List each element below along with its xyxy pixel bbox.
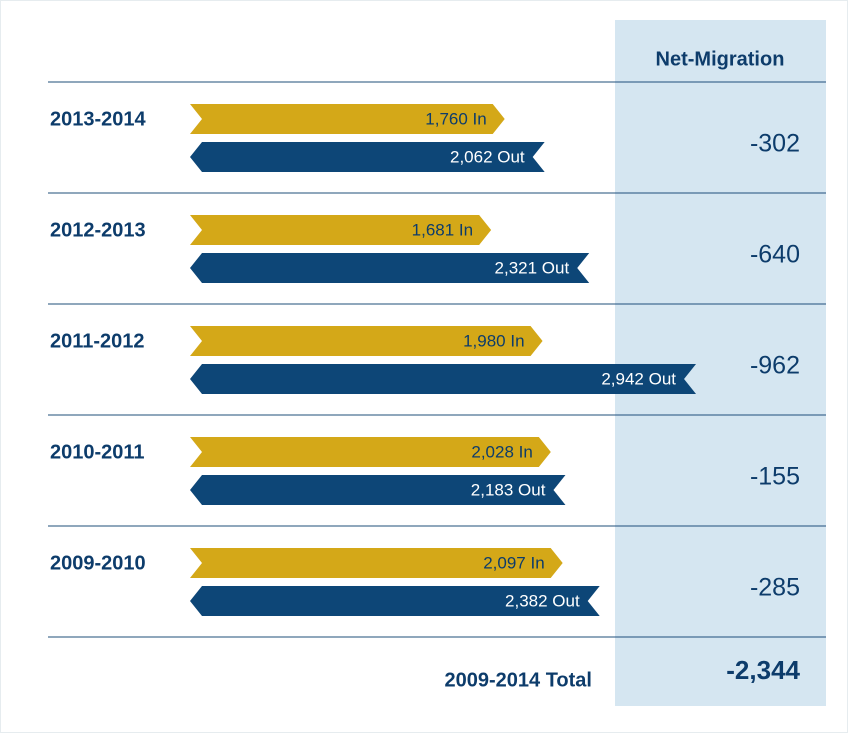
out-bar: [190, 253, 590, 283]
net-value: -285: [750, 574, 800, 602]
in-bar: [190, 437, 551, 467]
in-bar: [190, 326, 543, 356]
in-bar: [190, 104, 505, 134]
out-label: 2,183 Out: [471, 480, 546, 499]
in-label: 1,760 In: [425, 109, 486, 128]
in-label: 2,097 In: [483, 553, 544, 572]
in-bar: [190, 215, 492, 245]
year-label: 2013-2014: [50, 108, 147, 130]
net-value: -155: [750, 463, 800, 491]
out-label: 2,321 Out: [495, 258, 570, 277]
total-label: 2009-2014 Total: [445, 669, 593, 691]
in-label: 1,681 In: [412, 220, 473, 239]
out-bar: [190, 142, 545, 172]
total-value: -2,344: [726, 655, 800, 685]
net-value: -640: [750, 241, 800, 269]
year-label: 2010-2011: [50, 441, 145, 463]
out-label: 2,382 Out: [505, 591, 580, 610]
out-bar: [190, 586, 600, 616]
in-label: 2,028 In: [471, 442, 532, 461]
year-label: 2012-2013: [50, 219, 146, 241]
out-label: 2,942 Out: [601, 369, 676, 388]
out-label: 2,062 Out: [450, 147, 525, 166]
year-label: 2009-2010: [50, 552, 146, 574]
net-value: -302: [750, 130, 800, 158]
net-column: [615, 20, 826, 706]
in-bar: [190, 548, 563, 578]
column-header: Net-Migration: [656, 48, 785, 70]
out-bar: [190, 364, 697, 394]
in-label: 1,980 In: [463, 331, 524, 350]
net-value: -962: [750, 352, 800, 380]
year-label: 2011-2012: [50, 330, 145, 352]
out-bar: [190, 475, 566, 505]
